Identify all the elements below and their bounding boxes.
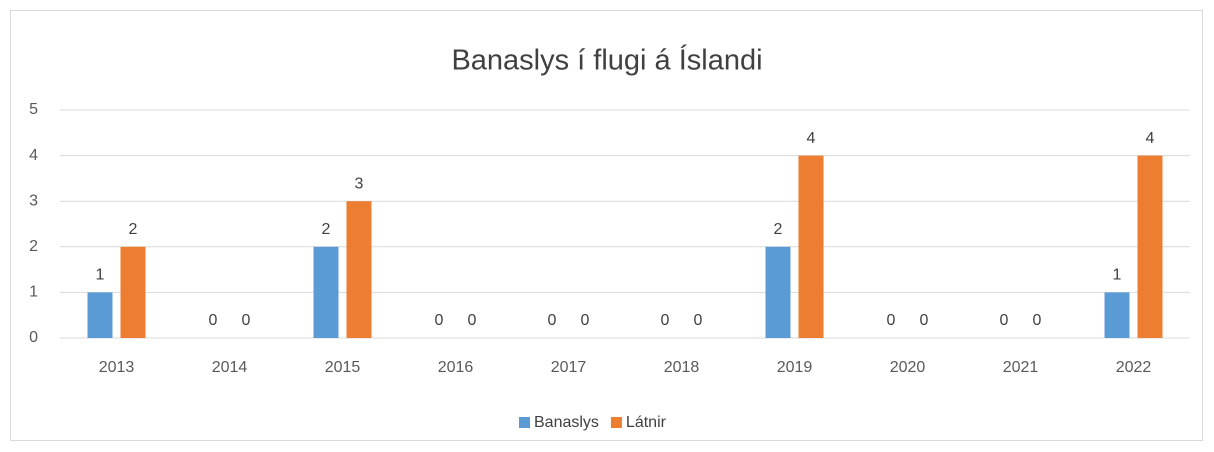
x-tick-label: 2013 <box>99 359 135 376</box>
bar <box>313 246 339 338</box>
data-label: 0 <box>920 312 929 329</box>
bar <box>765 246 791 338</box>
bar <box>120 246 146 338</box>
data-label: 0 <box>209 312 218 329</box>
data-label: 4 <box>807 130 816 147</box>
x-tick-label: 2017 <box>551 359 587 376</box>
data-label: 2 <box>129 221 138 238</box>
data-label: 0 <box>694 312 703 329</box>
x-tick-label: 2014 <box>212 359 248 376</box>
chart-border <box>10 10 1203 441</box>
x-tick-label: 2019 <box>777 359 813 376</box>
data-label: 0 <box>242 312 251 329</box>
data-label: 0 <box>581 312 590 329</box>
x-tick-label: 2018 <box>664 359 700 376</box>
y-tick-label: 2 <box>29 238 38 255</box>
data-label: 0 <box>435 312 444 329</box>
data-label: 4 <box>1146 130 1155 147</box>
data-label: 3 <box>355 175 364 192</box>
bar <box>1137 155 1163 338</box>
chart-title: Banaslys í flugi á Íslandi <box>451 44 762 77</box>
legend-label: Látnir <box>626 414 667 431</box>
data-label: 0 <box>468 312 477 329</box>
x-tick-label: 2016 <box>438 359 474 376</box>
x-tick-label: 2015 <box>325 359 361 376</box>
legend-swatch <box>519 417 530 428</box>
data-label: 1 <box>96 267 105 284</box>
data-label: 2 <box>774 221 783 238</box>
bar <box>87 292 113 338</box>
x-tick-label: 2021 <box>1003 359 1039 376</box>
bar <box>798 155 824 338</box>
y-tick-label: 4 <box>29 147 38 164</box>
x-tick-label: 2020 <box>890 359 926 376</box>
y-tick-label: 0 <box>29 329 38 346</box>
bar <box>1104 292 1130 338</box>
legend-label: Banaslys <box>534 414 599 431</box>
data-label: 2 <box>322 221 331 238</box>
data-label: 1 <box>1113 267 1122 284</box>
data-label: 0 <box>1033 312 1042 329</box>
data-label: 0 <box>548 312 557 329</box>
y-tick-label: 5 <box>29 101 38 118</box>
y-tick-label: 3 <box>29 192 38 209</box>
bar <box>346 201 372 338</box>
y-tick-label: 1 <box>29 284 38 301</box>
legend-swatch <box>610 417 622 428</box>
data-label: 0 <box>887 312 896 329</box>
data-label: 0 <box>661 312 670 329</box>
data-label: 0 <box>1000 312 1009 329</box>
x-tick-label: 2022 <box>1116 359 1152 376</box>
